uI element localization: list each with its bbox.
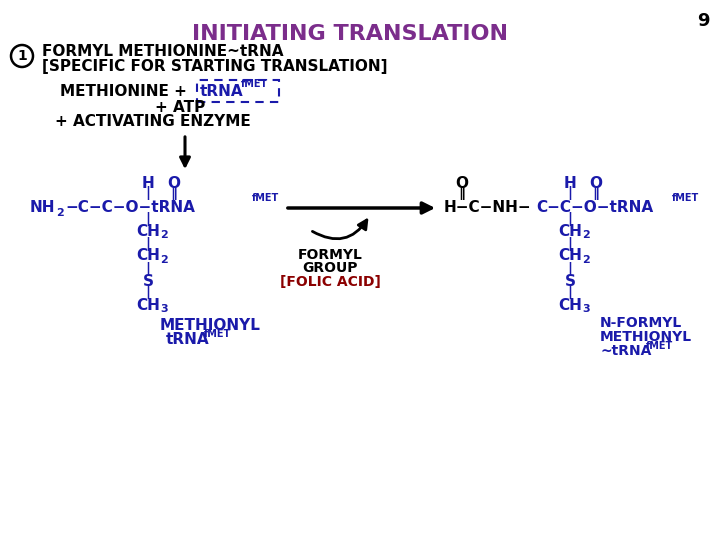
Bar: [197, 80, 279, 102]
Text: 2: 2: [160, 255, 168, 265]
Text: O: O: [456, 177, 469, 192]
Text: CH: CH: [136, 248, 160, 264]
Text: METHIONINE +: METHIONINE +: [60, 84, 187, 99]
Text: CH: CH: [558, 248, 582, 264]
Text: 3: 3: [582, 304, 590, 314]
Text: NH: NH: [30, 200, 55, 215]
Text: H: H: [142, 177, 154, 192]
Text: CH: CH: [136, 298, 160, 313]
Text: S: S: [143, 273, 153, 288]
Text: + ATP: + ATP: [155, 99, 205, 114]
Text: 3: 3: [160, 304, 168, 314]
Text: fMET: fMET: [252, 193, 279, 203]
Text: |: |: [567, 262, 572, 276]
Text: |: |: [567, 285, 572, 299]
Text: |: |: [145, 285, 150, 299]
Text: |: |: [567, 186, 572, 200]
Text: S: S: [564, 273, 575, 288]
Text: |: |: [145, 262, 150, 276]
Text: GROUP: GROUP: [302, 261, 358, 275]
Text: 2: 2: [582, 230, 590, 240]
Text: |: |: [145, 186, 150, 200]
Text: 2: 2: [56, 208, 64, 218]
Text: |: |: [145, 237, 150, 251]
Text: fMET: fMET: [672, 193, 699, 203]
Text: METHIONYL: METHIONYL: [600, 330, 692, 344]
Text: ‖: ‖: [171, 186, 177, 200]
Text: H: H: [564, 177, 577, 192]
Text: fMET: fMET: [241, 79, 269, 89]
Text: |: |: [567, 237, 572, 251]
Text: [FOLIC ACID]: [FOLIC ACID]: [279, 275, 380, 289]
Text: O: O: [168, 177, 181, 192]
Text: fMET: fMET: [646, 341, 673, 351]
Text: METHIONYL: METHIONYL: [160, 318, 261, 333]
Text: N-FORMYL: N-FORMYL: [600, 316, 683, 330]
Text: 2: 2: [582, 255, 590, 265]
Text: FORMYL: FORMYL: [297, 248, 362, 262]
Text: ‖: ‖: [593, 186, 600, 200]
Text: ‖: ‖: [459, 186, 465, 200]
Text: fMET: fMET: [204, 329, 231, 339]
Text: CH: CH: [136, 224, 160, 239]
Text: tRNA: tRNA: [166, 332, 210, 347]
Text: ~tRNA: ~tRNA: [600, 344, 652, 358]
Text: |: |: [145, 212, 150, 226]
Text: 1: 1: [17, 49, 27, 63]
Text: + ACTIVATING ENZYME: + ACTIVATING ENZYME: [55, 114, 251, 130]
Text: FORMYL METHIONINE~tRNA: FORMYL METHIONINE~tRNA: [42, 44, 284, 59]
Text: O: O: [590, 177, 603, 192]
Text: CH: CH: [558, 298, 582, 313]
Text: 9: 9: [698, 12, 710, 30]
Text: |: |: [567, 212, 572, 226]
Text: CH: CH: [558, 224, 582, 239]
Text: tRNA: tRNA: [200, 84, 243, 98]
Text: C−C−O−tRNA: C−C−O−tRNA: [536, 200, 653, 215]
Text: INITIATING TRANSLATION: INITIATING TRANSLATION: [192, 24, 508, 44]
Text: −C−C−O−tRNA: −C−C−O−tRNA: [65, 200, 195, 215]
Text: H−C−NH−: H−C−NH−: [444, 200, 531, 215]
Text: 2: 2: [160, 230, 168, 240]
FancyArrowPatch shape: [312, 220, 367, 239]
Text: [SPECIFIC FOR STARTING TRANSLATION]: [SPECIFIC FOR STARTING TRANSLATION]: [42, 58, 387, 73]
